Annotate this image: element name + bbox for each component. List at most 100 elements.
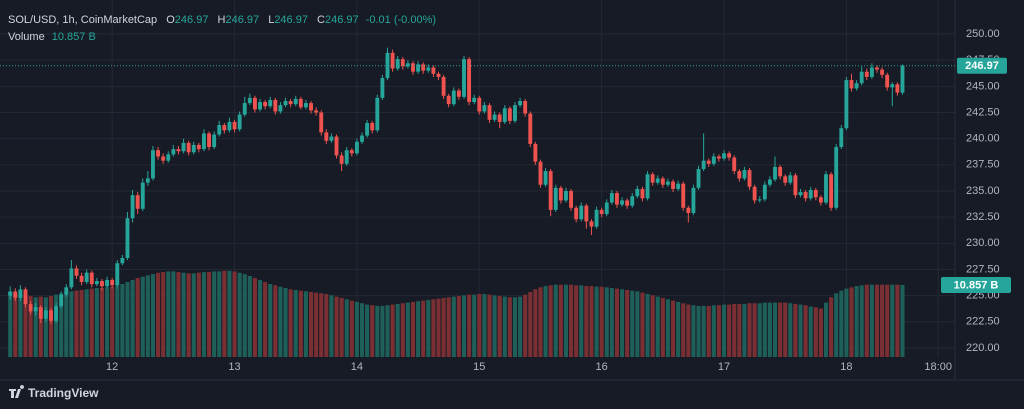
volume-bar: [635, 291, 640, 357]
x-tick-label: 17: [718, 361, 730, 373]
candle-body: [589, 221, 594, 227]
volume-bar: [344, 299, 349, 357]
candle-body: [788, 175, 793, 183]
candle-body: [13, 291, 18, 298]
y-tick-label: 232.50: [966, 211, 1000, 223]
volume-bar: [247, 276, 252, 357]
y-tick-label: 242.50: [966, 106, 1000, 118]
candle-body: [405, 63, 410, 67]
volume-bar: [732, 303, 737, 357]
candle-body: [456, 90, 461, 97]
volume-bar: [349, 300, 354, 357]
candle-body: [599, 209, 604, 215]
y-tick-label: 240.00: [966, 133, 1000, 145]
candle-body: [655, 178, 660, 183]
candle-body: [329, 136, 334, 141]
candle-body: [38, 307, 43, 319]
volume-bar: [783, 302, 788, 357]
logo-icon: [9, 385, 25, 398]
volume-bar: [339, 297, 344, 357]
volume-bar: [553, 284, 558, 357]
volume-label: Volume: [8, 31, 45, 43]
candle-body: [594, 209, 599, 227]
candle-body: [706, 160, 711, 164]
candle-body: [84, 272, 89, 283]
candle-body: [380, 77, 385, 98]
candle-body: [737, 171, 742, 179]
candle-body: [421, 64, 426, 71]
volume-bar: [176, 272, 181, 357]
high-label: H: [217, 14, 226, 26]
volume-bar: [747, 303, 752, 357]
candle-body: [676, 183, 681, 189]
candle-body: [584, 205, 589, 222]
candle-body: [620, 200, 624, 205]
candle-body: [349, 150, 354, 154]
candle-body: [558, 187, 563, 201]
volume-bar: [99, 287, 105, 357]
candle-body: [727, 153, 732, 158]
volume-bar: [874, 284, 880, 357]
candle-body: [237, 114, 242, 130]
volume-bar: [380, 305, 385, 357]
volume-bar: [467, 294, 472, 357]
candle-body: [497, 114, 502, 122]
volume-bar: [767, 302, 772, 357]
candle-body: [115, 263, 120, 286]
volume-bar: [620, 289, 625, 357]
volume-bar: [880, 284, 885, 357]
volume-bar: [711, 305, 716, 357]
volume-bar: [558, 284, 563, 357]
candle-body: [28, 304, 33, 312]
volume-bar: [314, 292, 319, 357]
volume-bar: [359, 303, 365, 357]
price-badge: [957, 57, 1007, 74]
volume-bar: [89, 288, 94, 357]
watermark: TradingView: [28, 386, 99, 400]
candle-body: [94, 281, 99, 285]
volume-bar: [492, 295, 497, 357]
volume-bar: [676, 301, 681, 357]
candle-body: [293, 98, 298, 105]
volume-bar: [257, 280, 263, 357]
volume-bar: [140, 276, 145, 357]
legend: SOL/USD, 1h, CoinMarketCap O246.97 H246.…: [8, 12, 436, 46]
candle-body: [156, 150, 160, 157]
volume-bar: [885, 284, 890, 357]
candle-body: [222, 125, 227, 131]
candle-body: [778, 166, 783, 177]
open-value: 246.97: [174, 14, 209, 26]
candle-body: [528, 113, 533, 144]
candle-body: [660, 178, 665, 185]
volume-bar: [130, 280, 135, 357]
x-tick-label: 13: [228, 361, 240, 373]
candle-body: [711, 156, 716, 164]
volume-bar: [869, 284, 874, 357]
volume-bar: [421, 300, 426, 357]
volume-bar: [533, 289, 538, 357]
x-tick-label: 15: [473, 361, 485, 373]
candle-body: [49, 310, 53, 321]
volume-bar: [538, 287, 543, 357]
candle-body: [533, 143, 538, 162]
volume-bar: [375, 305, 380, 357]
volume-bar: [446, 297, 451, 357]
candle-body: [43, 310, 48, 319]
volume-bar: [436, 298, 441, 357]
volume-bar: [655, 296, 660, 357]
candle-body: [431, 67, 436, 74]
candle-body: [625, 200, 630, 206]
volume-bar: [252, 278, 257, 357]
close-value: 246.97: [324, 14, 359, 26]
volume-bar: [482, 293, 487, 357]
volume-bar: [701, 305, 706, 357]
candle-body: [33, 307, 38, 312]
candle-body: [691, 187, 696, 213]
candle-body: [411, 63, 415, 72]
volume-bar: [569, 284, 574, 357]
candle-body: [54, 306, 59, 321]
candle-body: [895, 84, 900, 93]
volume-bar: [268, 284, 273, 357]
volume-bar: [670, 300, 676, 357]
candle-body: [242, 103, 247, 115]
